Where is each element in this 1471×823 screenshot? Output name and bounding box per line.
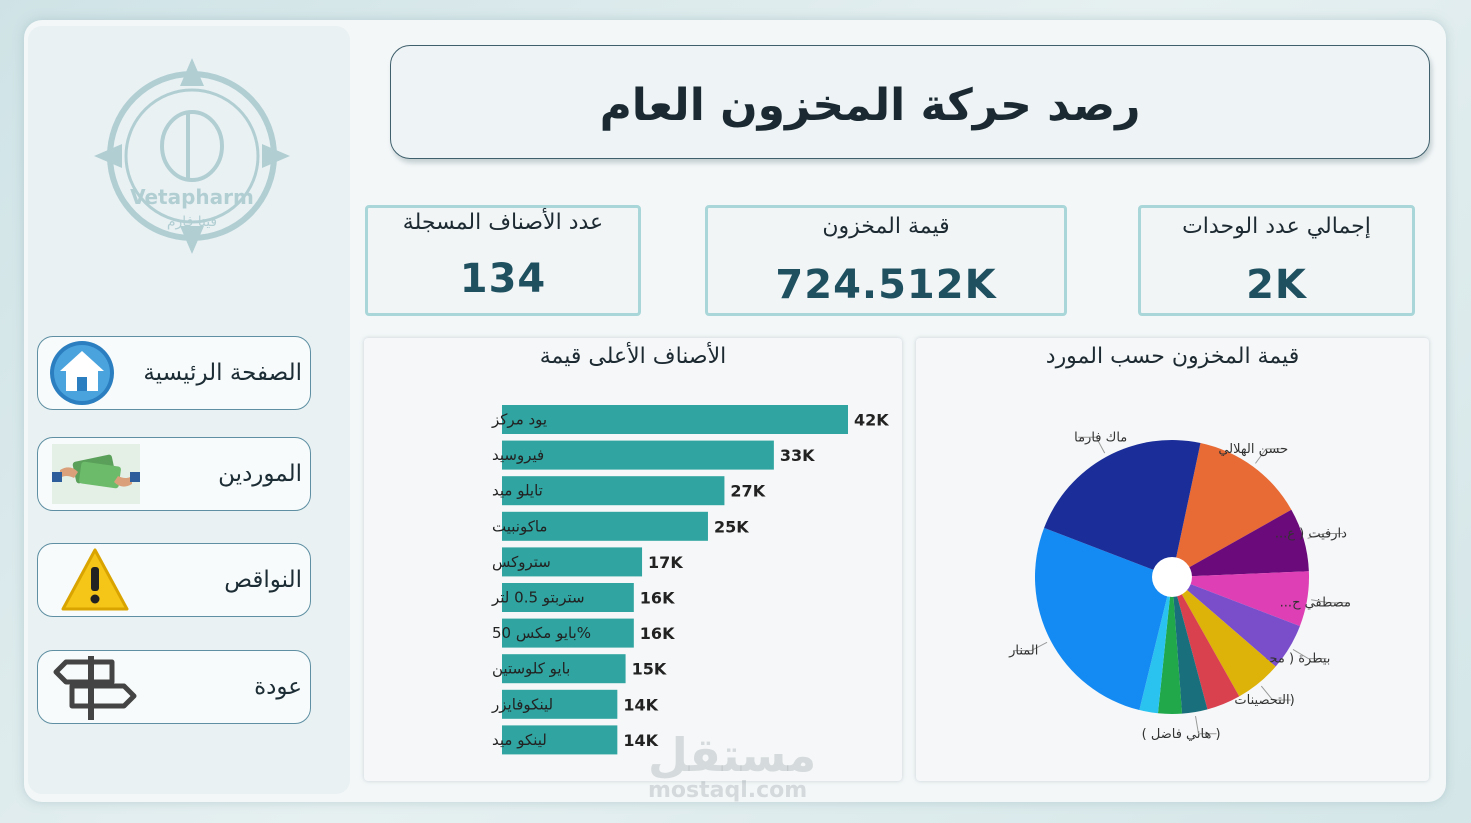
bar[interactable] bbox=[502, 689, 618, 719]
pie-slice[interactable] bbox=[1139, 577, 1172, 714]
nav-shortages-label: النواقص bbox=[224, 567, 302, 593]
page-title: رصد حركة المخزون العام bbox=[599, 80, 1141, 131]
bar-category-label: ستروكس bbox=[492, 553, 551, 571]
pie-slice[interactable] bbox=[1172, 571, 1309, 627]
bar[interactable] bbox=[502, 547, 643, 577]
pie-leader-line bbox=[1013, 641, 1048, 652]
kpi-inventory-value-value: 724.512K bbox=[775, 262, 997, 308]
bar-category-label: %بايو مكس 50 bbox=[492, 624, 591, 642]
logo-arabic-text: فيتا فارم bbox=[167, 214, 217, 230]
top-items-chart-panel: الأصناف الأعلى قيمة يود مركز 42K فيروسيد 33… bbox=[364, 338, 902, 781]
kpi-inventory-value-card: قيمة المخزون 724.512K bbox=[705, 205, 1067, 316]
pie-slice[interactable] bbox=[1172, 577, 1300, 667]
pie-slice[interactable] bbox=[1172, 509, 1309, 577]
bar-value-label: 33K bbox=[780, 446, 815, 465]
bar[interactable] bbox=[502, 725, 618, 755]
kpi-items-count-label: عدد الأصناف المسجلة bbox=[402, 210, 604, 235]
pie-slice[interactable] bbox=[1172, 577, 1240, 710]
pie-leader-line bbox=[1307, 532, 1343, 539]
bar-value-label: 14K bbox=[623, 731, 658, 750]
bar-category-label: يود مركز bbox=[491, 411, 547, 429]
vetapharm-logo: Vetapharm فيتا فارم bbox=[94, 58, 290, 254]
bar[interactable] bbox=[502, 440, 774, 470]
nav-back-button[interactable]: عودة bbox=[37, 650, 311, 724]
bar-category-label: فيروسيد bbox=[492, 446, 544, 464]
pie-leader-line bbox=[1292, 648, 1327, 660]
bar[interactable] bbox=[502, 583, 634, 612]
bar-value-label: 14K bbox=[623, 695, 658, 714]
pie-leader-line bbox=[1255, 448, 1285, 464]
nav-back-label: عودة bbox=[254, 674, 302, 700]
pie-slice[interactable] bbox=[1172, 577, 1208, 714]
bar-value-label: 42K bbox=[854, 411, 889, 430]
pie-slice-label: (التحصينات bbox=[1234, 693, 1294, 708]
bar-category-label: ستربتو 0.5 لتر bbox=[491, 589, 585, 607]
home-icon bbox=[50, 341, 114, 405]
bar-value-label: 16K bbox=[640, 589, 675, 608]
bar-category-label: ماكونبيت bbox=[492, 517, 547, 535]
kpi-items-count-card: عدد الأصناف المسجلة 134 bbox=[365, 205, 641, 316]
bar[interactable] bbox=[502, 654, 626, 684]
bar-category-label: تايلو ميد bbox=[492, 482, 543, 500]
nav-suppliers-label: الموردين bbox=[218, 461, 302, 487]
logo-text: Vetapharm bbox=[130, 185, 254, 209]
pie-slice-label: ماك فارما bbox=[1074, 430, 1127, 445]
bar-value-label: 16K bbox=[640, 624, 675, 643]
nav-suppliers-button[interactable]: الموردين bbox=[37, 437, 311, 511]
warning-icon bbox=[61, 548, 129, 611]
bar-value-label: 27K bbox=[730, 482, 765, 501]
nav-home-button[interactable]: الصفحة الرئيسية bbox=[37, 336, 311, 410]
pie-slice-label: مصطفي ح... bbox=[1280, 596, 1351, 611]
bar[interactable] bbox=[502, 618, 634, 648]
supplier-value-chart-panel: قيمة المخزون حسب المورد حسن الهلالي دارفي… bbox=[916, 338, 1429, 781]
pie-slice[interactable] bbox=[1172, 442, 1292, 577]
kpi-total-units-label: إجمالي عدد الوحدات bbox=[1182, 214, 1371, 239]
signpost-icon bbox=[53, 656, 137, 720]
bar-category-label: لينكوفايزر bbox=[491, 695, 553, 713]
bar-category-label: لينكو ميد bbox=[492, 731, 547, 749]
bar-value-label: 15K bbox=[632, 660, 667, 679]
pie-center-hole bbox=[1152, 557, 1192, 597]
nav-shortages-button[interactable]: النواقص bbox=[37, 543, 311, 617]
bar[interactable] bbox=[502, 405, 848, 434]
bar[interactable] bbox=[502, 511, 708, 541]
pie-slice-label: حسن الهلالي bbox=[1218, 442, 1288, 457]
kpi-inventory-value-label: قيمة المخزون bbox=[822, 214, 950, 239]
bar[interactable] bbox=[502, 476, 725, 506]
pie-slice-label: المنار bbox=[1008, 644, 1038, 659]
pie-slice[interactable] bbox=[1044, 440, 1201, 577]
kpi-total-units-card: إجمالي عدد الوحدات 2K bbox=[1138, 205, 1415, 316]
bar-chart: يود مركز 42K فيروسيد 33K تايلو ميد 27K ماكونبي… bbox=[491, 405, 889, 755]
pie-slice[interactable] bbox=[1172, 577, 1276, 697]
pie-leader-line bbox=[1078, 436, 1106, 454]
bar-chart-title: الأصناف الأعلى قيمة bbox=[539, 344, 727, 369]
header-title-box: رصد حركة المخزون العام bbox=[390, 45, 1430, 159]
pie-leader-line bbox=[1260, 685, 1291, 701]
bar-value-label: 25K bbox=[714, 517, 749, 536]
watermark-ar: مستقل bbox=[648, 728, 817, 782]
pie-leader-line bbox=[1195, 715, 1217, 735]
kpi-total-units-value: 2K bbox=[1246, 262, 1307, 308]
pie-slice-label: دارفيت ( ع... bbox=[1275, 526, 1347, 541]
pie-leader-line bbox=[1311, 599, 1347, 604]
pie-slice-label: ( هاني فاضل ) bbox=[1142, 727, 1221, 742]
bar-value-label: 17K bbox=[648, 553, 683, 572]
pie-slice[interactable] bbox=[1157, 577, 1183, 714]
watermark-en: mostaql.com bbox=[648, 778, 808, 803]
pie-slice[interactable] bbox=[1035, 527, 1172, 711]
nav-home-label: الصفحة الرئيسية bbox=[143, 360, 302, 386]
money-hands-icon bbox=[52, 444, 140, 504]
kpi-items-count-value: 134 bbox=[459, 256, 547, 302]
pie-chart-title: قيمة المخزون حسب المورد bbox=[1045, 344, 1300, 369]
bar-category-label: بايو كلوستين bbox=[492, 660, 570, 678]
